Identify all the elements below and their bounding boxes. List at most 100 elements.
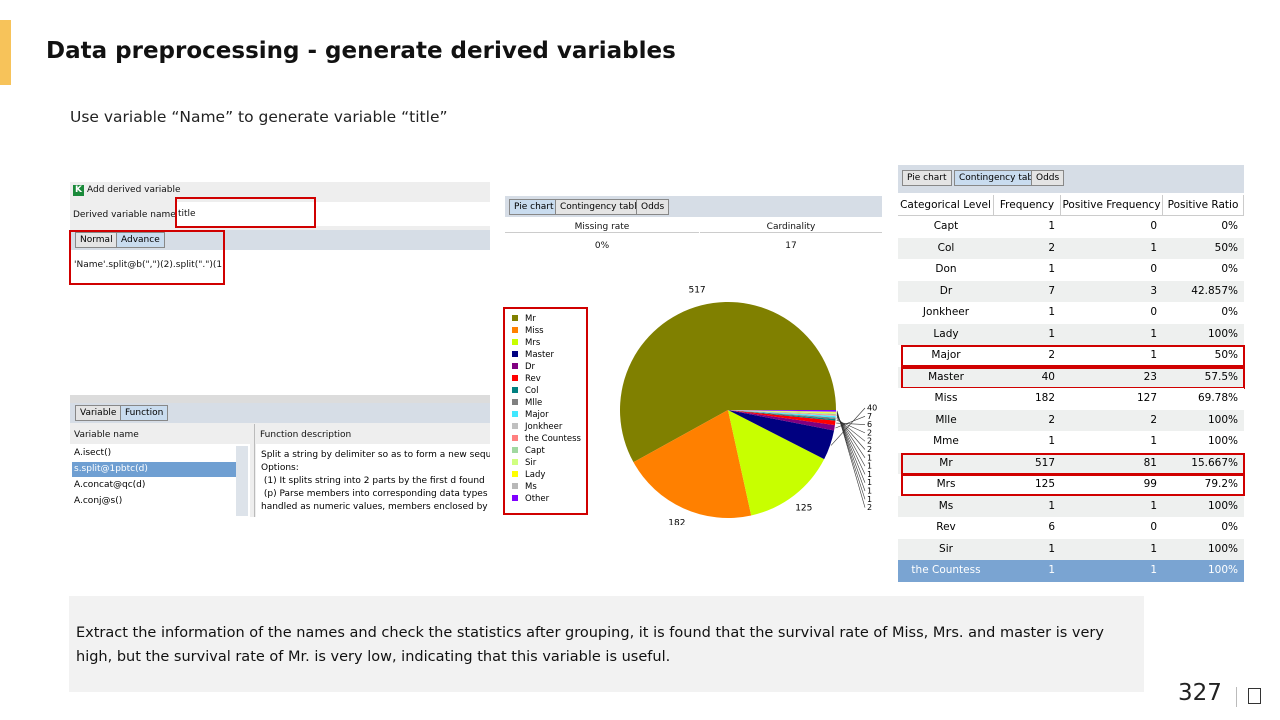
table-row: [898, 216, 1244, 238]
cell: 1: [1048, 499, 1055, 512]
legend-swatch: [512, 375, 518, 381]
cell: Dr: [939, 284, 953, 297]
cell: 0: [1150, 220, 1157, 232]
cell: 7: [1048, 284, 1055, 297]
legend-swatch: [512, 399, 518, 405]
accent-bar: [0, 20, 11, 85]
icon[interactable]: [1248, 688, 1261, 704]
table-row: [898, 280, 1244, 302]
legend-label: Sir: [525, 458, 537, 468]
cell: 40: [1041, 370, 1055, 383]
cell: 0: [1150, 521, 1157, 533]
legend-label: Lady: [525, 470, 545, 480]
cell: 100%: [1207, 542, 1238, 555]
slice-label: 1: [867, 462, 872, 471]
tab[interactable]: Contingency table: [555, 199, 648, 215]
cell: 1: [1048, 306, 1055, 318]
leader-line: [830, 407, 866, 446]
legend-label: Master: [525, 350, 555, 360]
legend-label: Major: [525, 410, 549, 420]
cell: Mlle: [935, 413, 957, 426]
cell: 1: [1150, 435, 1157, 447]
function-item[interactable]: A.concat@qc(d): [74, 480, 146, 490]
tab-bar: [70, 230, 490, 250]
cell: Master: [928, 370, 964, 383]
slice-label: 1: [867, 470, 872, 479]
legend-swatch: [512, 387, 518, 393]
cell: 3: [1150, 284, 1157, 297]
table-row: [898, 259, 1244, 281]
highlight-box: [901, 345, 1245, 367]
tab[interactable]: Odds: [636, 199, 670, 215]
slice-label: 6: [867, 420, 872, 429]
pie-slice: [633, 410, 752, 518]
cell: Major: [931, 349, 961, 361]
cell: 0%: [1221, 521, 1238, 533]
tab[interactable]: Odds: [1031, 170, 1065, 186]
slice-label: 125: [795, 504, 812, 514]
field-input[interactable]: title: [175, 202, 490, 226]
slice-label: 2: [867, 428, 872, 437]
cell: 99: [1143, 478, 1157, 490]
cell: 0%: [1221, 263, 1238, 275]
legend-label: Col: [525, 386, 539, 396]
scrollbar[interactable]: [236, 446, 248, 516]
cell: 6: [1048, 521, 1055, 533]
tab[interactable]: Function: [120, 405, 169, 421]
cell: 2: [1048, 413, 1055, 426]
note-box: Extract the information of the names and…: [69, 596, 1144, 692]
note: Extract the information of the names and…: [76, 625, 1104, 665]
cell: 1: [1048, 542, 1055, 555]
function-item[interactable]: A.conj@s(): [74, 496, 123, 506]
pie-slice: [728, 410, 836, 415]
tab[interactable]: Pie chart: [902, 170, 952, 186]
app-icon: K: [73, 185, 84, 196]
slice-label: 2: [867, 503, 872, 512]
cell: 1: [1048, 327, 1055, 340]
legend-swatch: [512, 315, 518, 321]
tab[interactable]: Normal: [75, 232, 118, 248]
legend-swatch: [512, 327, 518, 333]
slice-label: 7: [867, 412, 872, 421]
cell: 42.857%: [1191, 284, 1238, 297]
tab[interactable]: Advance: [116, 232, 165, 248]
cell: 100%: [1207, 564, 1238, 576]
splitter[interactable]: [70, 395, 490, 403]
legend-label: Ms: [525, 482, 537, 492]
pie-slice: [728, 410, 836, 412]
summary-panel: Pie chart Contingency table Odds Missing…: [505, 196, 882, 256]
legend-label: Other: [525, 494, 550, 504]
highlight-box: [901, 366, 1245, 389]
legend-label: Mrs: [525, 338, 541, 348]
tab[interactable]: Variable: [75, 405, 122, 421]
pie-slice: [620, 302, 836, 463]
table-row: [898, 538, 1244, 560]
cell: 100%: [1207, 435, 1238, 447]
pie-slice: [728, 410, 836, 426]
highlight-box: [901, 474, 1245, 496]
column-header: Categorical Level: [898, 195, 994, 216]
function-item[interactable]: A.isect(): [74, 448, 112, 458]
function-item[interactable]: s.split@1pbtc(d): [72, 462, 236, 477]
cell: 79.2%: [1204, 478, 1238, 490]
table-row: [898, 452, 1244, 474]
cell: 15.667%: [1191, 456, 1238, 469]
description-line: Split a string by delimiter so as to for…: [261, 450, 490, 460]
pie-slice: [728, 410, 836, 418]
cell: Ms: [938, 499, 954, 512]
tab[interactable]: Pie chart: [509, 199, 559, 215]
cell: the Countess: [911, 564, 981, 576]
pie-slice: [728, 410, 836, 414]
slice-label: 1: [867, 487, 872, 496]
description-line: (1) It splits string into 2 parts by the…: [261, 476, 485, 486]
slice-label: 182: [668, 518, 685, 525]
highlight-box: [175, 197, 316, 228]
table-row: [898, 474, 1244, 496]
description-line: handled as numeric values, members enclo…: [261, 502, 488, 512]
tab[interactable]: Contingency table: [954, 170, 1047, 186]
cell: Jonkheer: [922, 306, 970, 318]
cell: 17: [785, 241, 797, 251]
cell: Mr: [939, 456, 953, 469]
cell: 1: [1048, 564, 1055, 576]
